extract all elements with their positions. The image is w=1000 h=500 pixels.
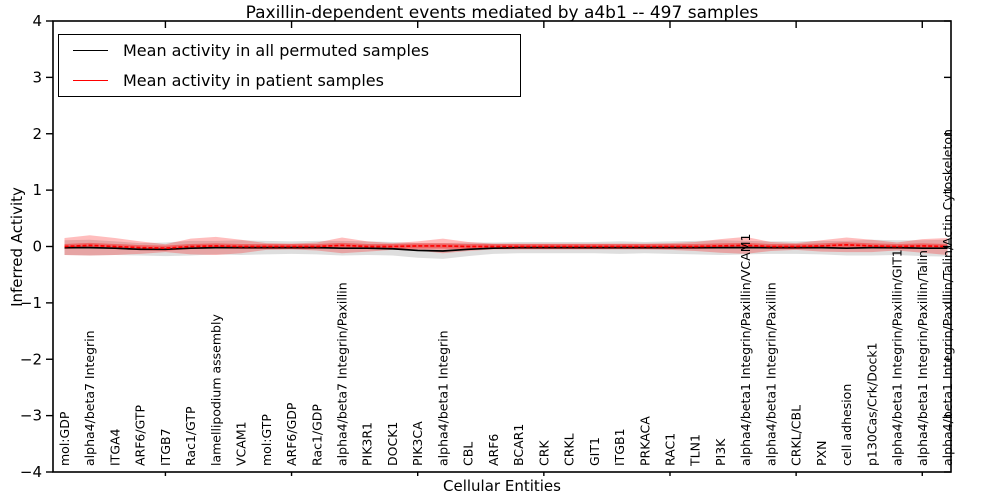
x-category-label: CRKL/CBL	[789, 405, 804, 466]
x-category-label: ITGA4	[107, 428, 122, 466]
y-tick-label: −2	[20, 350, 42, 368]
y-tick-label: 1	[32, 181, 42, 199]
patient-mean-line	[64, 243, 948, 250]
x-category-label: alpha4/beta1 Integrin	[435, 330, 450, 466]
x-category-label: RAC1	[662, 433, 677, 466]
x-category-label: PIK3R1	[360, 422, 375, 466]
y-tick-label: 3	[32, 68, 42, 86]
x-category-label: ARF6/GDP	[284, 402, 299, 466]
chart-title: Paxillin-dependent events mediated by a4…	[245, 3, 759, 23]
x-category-label: PI3K	[713, 438, 728, 466]
x-category-label: VCAM1	[234, 421, 249, 466]
y-tick-label: 0	[32, 238, 42, 256]
x-category-label: lamellipodium assembly	[208, 314, 223, 466]
permuted-line-swatch	[73, 50, 108, 52]
x-category-label: alpha4/beta1 Integrin/Paxillin/GIT1	[890, 249, 905, 466]
legend-label-permuted: Mean activity in all permuted samples	[123, 41, 430, 61]
legend-item-patient: Mean activity in patient samples	[73, 66, 520, 94]
patient-band	[64, 235, 948, 256]
patient-line-swatch	[73, 79, 108, 81]
x-category-label: mol:GTP	[259, 414, 274, 466]
x-category-label: BCAR1	[511, 424, 526, 466]
x-category-label: TLN1	[688, 434, 703, 467]
x-category-label: CBL	[461, 442, 476, 466]
x-category-label: alpha4/beta1 Integrin/Paxillin	[763, 282, 778, 466]
x-axis-label: Cellular Entities	[443, 477, 561, 495]
y-tick-label: −4	[20, 463, 42, 481]
legend-label-patient: Mean activity in patient samples	[123, 70, 384, 90]
x-category-label: PRKACA	[637, 416, 652, 466]
permuted-band	[64, 239, 948, 259]
x-category-label: Rac1/GTP	[183, 406, 198, 466]
y-tick-label: −3	[20, 407, 42, 425]
x-category-label: alpha4/beta7 Integrin/Paxillin	[335, 282, 350, 466]
legend: Mean activity in all permuted samples Me…	[58, 34, 521, 97]
x-category-label: p130Cas/Crk/Dock1	[864, 342, 879, 466]
x-category-label: PIK3CA	[410, 421, 425, 466]
y-tick-label: 2	[32, 125, 42, 143]
x-category-label: CRK	[536, 440, 551, 466]
x-category-label: cell adhesion	[839, 384, 854, 466]
x-category-label: Rac1/GDP	[309, 404, 324, 466]
x-category-label: GIT1	[587, 437, 602, 466]
x-category-label: alpha4/beta1 Integrin/Paxillin/VCAM1	[738, 234, 753, 466]
x-category-label: ITGB7	[158, 428, 173, 466]
x-category-label: ARF6/GTP	[133, 405, 148, 466]
x-category-label: alpha4/beta1 Integrin/Paxillin/Talin/Act…	[940, 129, 955, 466]
x-category-label: PXN	[814, 441, 829, 466]
x-category-label: alpha4/beta7 Integrin	[82, 330, 97, 466]
legend-item-permuted: Mean activity in all permuted samples	[73, 37, 520, 65]
permuted-mean-line	[64, 246, 948, 252]
y-tick-label: −1	[20, 294, 42, 312]
x-category-label: alpha4/beta1 Integrin/Paxillin/Talin	[915, 250, 930, 466]
x-category-label: mol:GDP	[57, 411, 72, 466]
x-category-label: DOCK1	[385, 422, 400, 466]
x-category-label: CRKL	[562, 433, 577, 466]
x-category-label: ARF6	[486, 434, 501, 466]
x-category-label: ITGB1	[612, 428, 627, 466]
y-tick-label: 4	[32, 12, 42, 30]
